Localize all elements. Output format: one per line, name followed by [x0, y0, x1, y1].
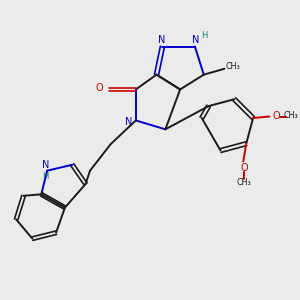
Text: O: O — [240, 163, 248, 173]
Text: N: N — [125, 117, 132, 127]
Text: H: H — [201, 31, 208, 40]
Text: O: O — [272, 111, 280, 121]
Text: N: N — [192, 35, 199, 45]
Text: O: O — [96, 83, 103, 93]
Text: H: H — [43, 172, 49, 181]
Text: N: N — [42, 160, 50, 170]
Text: N: N — [158, 35, 166, 45]
Text: CH₃: CH₃ — [283, 111, 298, 120]
Text: CH₃: CH₃ — [236, 178, 251, 187]
Text: CH₃: CH₃ — [225, 62, 240, 71]
